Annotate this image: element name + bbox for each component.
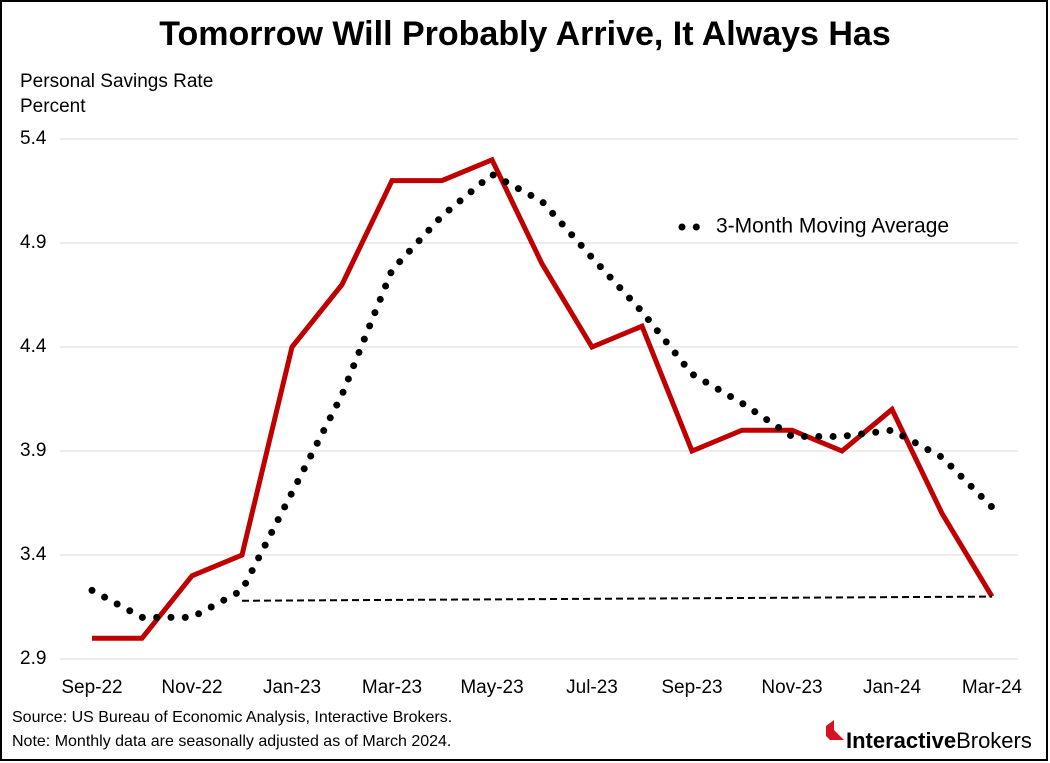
x-tick-label: Jan-24	[863, 677, 922, 698]
legend-label: 3-Month Moving Average	[716, 215, 949, 238]
y-tick-label: 5.4	[20, 128, 47, 149]
series-line	[88, 170, 996, 621]
x-tick-label: Nov-22	[161, 677, 222, 698]
y-tick-label: 4.9	[20, 232, 46, 253]
x-tick-label: Jul-23	[566, 677, 618, 698]
y-axis-label: Percent	[20, 96, 86, 117]
x-tick-label: May-23	[460, 677, 523, 698]
x-tick-label: Nov-23	[761, 677, 822, 698]
y-tick-label: 3.9	[20, 440, 46, 461]
trend-line	[241, 595, 993, 602]
x-tick-label: Sep-23	[661, 677, 722, 698]
source-note: Source: US Bureau of Economic Analysis, …	[12, 709, 452, 726]
y-tick-label: 4.4	[20, 336, 47, 357]
x-tick-label: Mar-24	[962, 677, 1023, 698]
logo-bold: Interactive	[846, 728, 956, 753]
x-tick-label: Sep-22	[61, 677, 122, 698]
series-line	[92, 156, 995, 641]
logo: InteractiveBrokers	[846, 728, 1032, 753]
x-tick-label: Mar-23	[362, 677, 422, 698]
chart-title: Tomorrow Will Probably Arrive, It Always…	[159, 15, 891, 53]
y-tick-label: 3.4	[20, 544, 47, 565]
footnote: Note: Monthly data are seasonally adjust…	[12, 733, 451, 750]
logo-regular: Brokers	[956, 728, 1032, 753]
x-tick-label: Jan-23	[263, 677, 321, 698]
logo-icon	[826, 720, 844, 740]
y-axis-label: Personal Savings Rate	[20, 71, 213, 92]
y-tick-label: 2.9	[20, 648, 46, 669]
